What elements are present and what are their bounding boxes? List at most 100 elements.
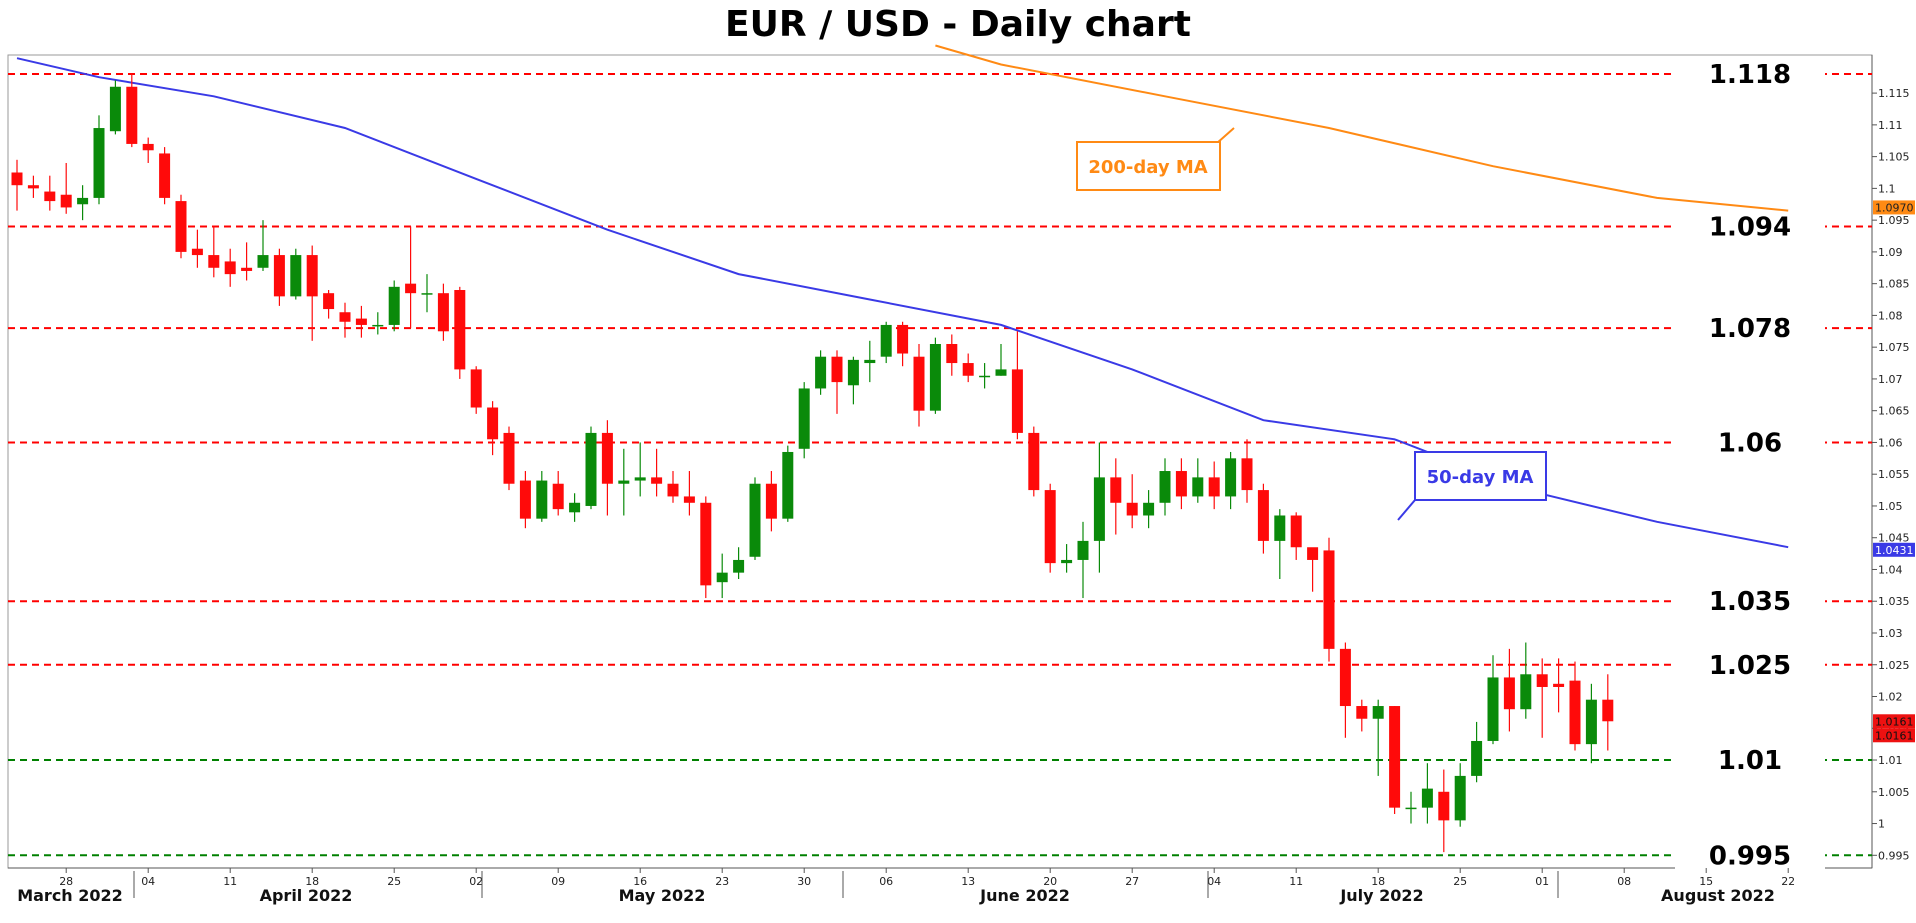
candle-body: [109, 86, 121, 132]
candle-body: [1405, 807, 1417, 810]
y-tick-label: 1.115: [1878, 87, 1910, 100]
y-tick-label: 1.06: [1878, 436, 1903, 449]
candle-body: [241, 267, 253, 271]
candle-66: [1093, 442, 1105, 573]
month-label: August 2022: [1661, 886, 1775, 905]
candle-body: [1569, 680, 1581, 745]
candle-body: [1110, 477, 1122, 503]
candle-79: [1307, 547, 1319, 592]
candle-8: [142, 137, 154, 163]
candle-74: [1225, 451, 1237, 510]
candle-body: [273, 255, 285, 297]
candle-body: [995, 369, 1007, 376]
candle-91: [1503, 648, 1515, 732]
candle-body: [126, 86, 138, 144]
candle-15: [257, 220, 269, 271]
candle-body: [536, 480, 548, 519]
y-tick-label: 1.11: [1878, 119, 1903, 132]
ma50-annotation-box: [1414, 451, 1547, 501]
current-price-low-tag: 1.0161: [1875, 729, 1914, 742]
y-tick-label: 1.03: [1878, 627, 1903, 640]
candle-body: [1585, 699, 1597, 745]
x-tick-label: 06: [879, 875, 893, 888]
candle-26: [437, 283, 449, 341]
candle-body: [880, 324, 892, 357]
candle-96: [1585, 683, 1597, 764]
candle-body: [1323, 550, 1335, 649]
candle-body: [552, 483, 564, 510]
candle-52: [864, 340, 876, 383]
candle-73: [1208, 461, 1220, 510]
candle-body: [208, 255, 220, 268]
level-label-bg-1: [1675, 211, 1825, 242]
y-tick-label: 0.995: [1878, 849, 1910, 862]
candle-body: [1077, 540, 1089, 560]
candle-body: [913, 356, 925, 411]
candle-body: [437, 293, 449, 332]
candle-body: [503, 432, 515, 484]
chart-title: EUR / USD - Daily chart: [725, 4, 1191, 45]
x-tick-label: 02: [469, 875, 483, 888]
candle-body: [388, 286, 400, 325]
candle-body: [569, 502, 581, 513]
x-tick-label: 25: [1453, 875, 1467, 888]
candle-body: [798, 388, 810, 449]
y-tick-label: 1.05: [1878, 500, 1903, 513]
candle-body: [1208, 477, 1220, 497]
candle-55: [913, 343, 925, 427]
candle-body: [1126, 502, 1138, 516]
candle-92: [1520, 642, 1532, 719]
x-tick-label: 28: [59, 875, 73, 888]
candle-72: [1192, 458, 1204, 503]
ma200-annotation-label: 200-day MA: [1088, 157, 1207, 178]
candle-57: [946, 334, 958, 376]
y-tick-label: 1.095: [1878, 214, 1910, 227]
y-tick-label: 1.075: [1878, 341, 1910, 354]
candle-27: [454, 286, 466, 379]
level-label-bg-0: [1675, 59, 1825, 90]
candle-87: [1438, 769, 1450, 853]
candle-body: [1487, 677, 1499, 741]
candle-23: [388, 280, 400, 332]
x-tick-label: 04: [141, 875, 155, 888]
candle-body: [651, 477, 663, 484]
candle-body: [1274, 515, 1286, 541]
candle-70: [1159, 458, 1171, 516]
plot-area-border: [7, 54, 1873, 869]
candle-body: [1339, 648, 1351, 707]
level-label-6: 1.01: [1718, 746, 1782, 776]
candle-12: [208, 226, 220, 278]
candle-9: [159, 147, 171, 205]
ma200-line: [935, 44, 1789, 212]
ma50-annotation-label: 50-day MA: [1427, 467, 1534, 488]
x-tick-label: 13: [961, 875, 975, 888]
level-label-bg-5: [1675, 649, 1825, 680]
current-price-low-tag-bg: [1873, 728, 1915, 743]
candle-59: [979, 363, 991, 389]
candle-body: [897, 324, 909, 354]
candle-58: [962, 353, 974, 383]
candle-18: [306, 245, 318, 341]
candle-body: [1192, 477, 1204, 497]
candle-77: [1274, 509, 1286, 580]
candle-76: [1257, 483, 1269, 554]
candle-body: [1520, 674, 1532, 710]
candle-body: [290, 255, 302, 297]
candle-body: [585, 432, 597, 506]
candle-body: [618, 480, 630, 484]
level-label-0: 1.118: [1709, 60, 1791, 90]
level-label-1: 1.094: [1709, 212, 1791, 242]
candle-37: [618, 448, 630, 516]
candle-body: [487, 407, 499, 440]
candle-body: [306, 255, 318, 297]
candle-43: [716, 553, 728, 599]
candle-45: [749, 477, 761, 560]
candle-body: [929, 343, 941, 411]
candle-75: [1241, 439, 1253, 503]
candle-body: [601, 432, 613, 484]
y-tick-label: 1.1: [1878, 182, 1896, 195]
candle-21: [355, 305, 367, 338]
candle-body: [1028, 432, 1040, 491]
candle-71: [1175, 458, 1187, 510]
candle-81: [1339, 642, 1351, 738]
